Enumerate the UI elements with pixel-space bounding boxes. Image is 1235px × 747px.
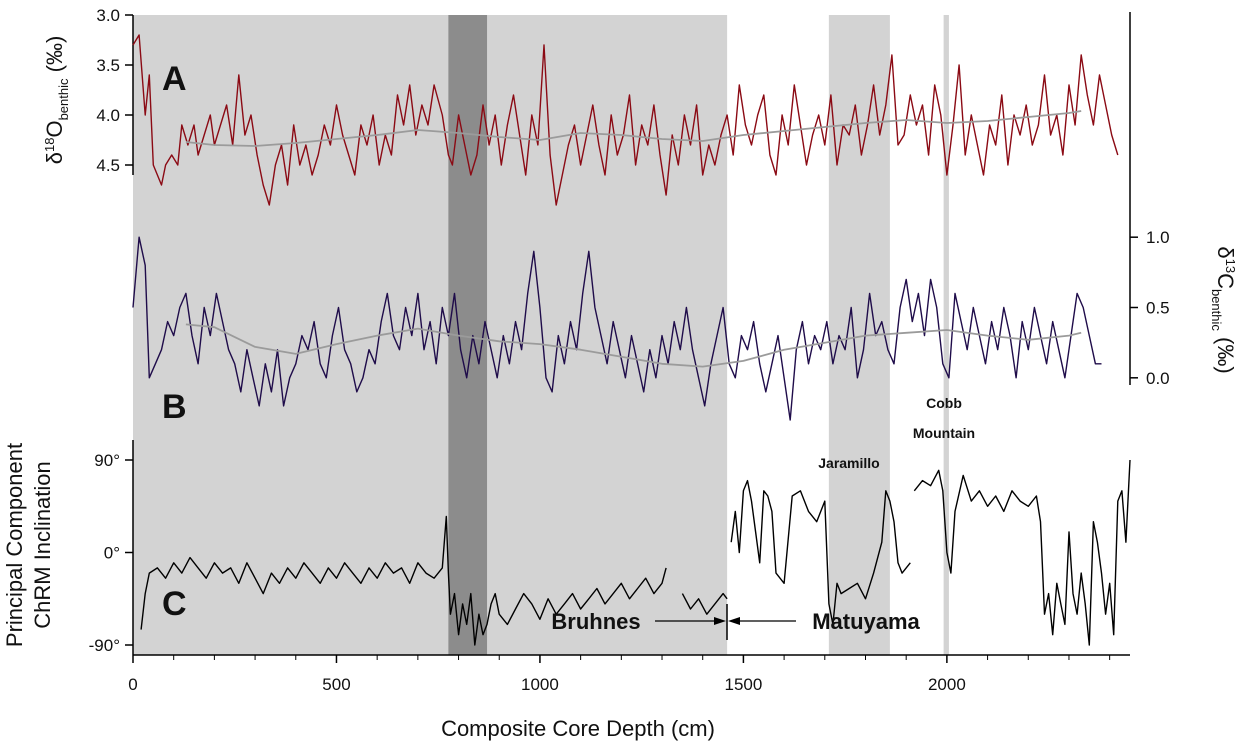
data-series xyxy=(132,34,1131,646)
x-axis-label: Composite Core Depth (cm) xyxy=(441,716,715,741)
a-y-tick-label-1: 3.5 xyxy=(96,56,120,75)
bruhnes-label: Bruhnes xyxy=(551,609,640,634)
y-label-a: δ18Obenthic (‰) xyxy=(42,36,71,165)
c-y-tick-label-1: 0° xyxy=(104,544,120,563)
panel-b-series-0 xyxy=(132,236,1102,421)
panel-c-series-2 xyxy=(730,479,911,626)
x-tick-label-4: 2000 xyxy=(928,675,966,694)
y-label-c-line1: Principal Component xyxy=(2,443,27,647)
panel-label-a: A xyxy=(162,60,187,98)
panel-label-c: C xyxy=(162,585,187,623)
panel-b-series-1 xyxy=(185,323,1082,368)
a-y-tick-label-0: 3.0 xyxy=(96,6,120,25)
y-label-b: δ13Cbenthic (‰) xyxy=(1209,246,1235,373)
panel-c-series-1 xyxy=(681,592,728,615)
polarity-boundary: Bruhnes Matuyama xyxy=(551,604,921,640)
x-tick-label-2: 1000 xyxy=(521,675,559,694)
x-tick-label-1: 500 xyxy=(322,675,350,694)
matuyama-label: Matuyama xyxy=(812,609,920,634)
a-y-tick-label-3: 4.5 xyxy=(96,156,120,175)
mountain-label: Mountain xyxy=(913,425,975,441)
band-3 xyxy=(943,15,949,655)
axes xyxy=(132,12,1131,656)
jaramillo-label: Jaramillo xyxy=(818,455,879,471)
b-y-tick-label-1: 0.5 xyxy=(1146,299,1170,318)
panel-a-series-0 xyxy=(132,34,1119,206)
cobb-label: Cobb xyxy=(926,395,962,411)
c-y-tick-label-2: 90° xyxy=(94,451,120,470)
c-y-tick-label-0: -90° xyxy=(89,636,120,655)
panel-label-b: B xyxy=(162,388,187,426)
panel-c-series-3 xyxy=(913,459,1131,646)
b-y-tick-label-2: 1.0 xyxy=(1146,228,1170,247)
x-tick-label-0: 0 xyxy=(128,675,137,694)
y-label-c-line2: ChRM Inclination xyxy=(30,461,55,629)
panel-a-series-1 xyxy=(185,110,1082,147)
matuyama-arrowhead xyxy=(728,617,740,625)
bruhnes-arrowhead xyxy=(714,617,726,625)
panel-c-series-0 xyxy=(140,515,667,646)
tick-marks: 0 500 1000 1500 2000 3.0 3.5 4.0 4.5 0.0 0.5 1.0 -90… xyxy=(89,6,1170,694)
a-y-tick-label-2: 4.0 xyxy=(96,106,120,125)
b-y-tick-label-0: 0.0 xyxy=(1146,369,1170,388)
x-tick-label-3: 1500 xyxy=(724,675,762,694)
